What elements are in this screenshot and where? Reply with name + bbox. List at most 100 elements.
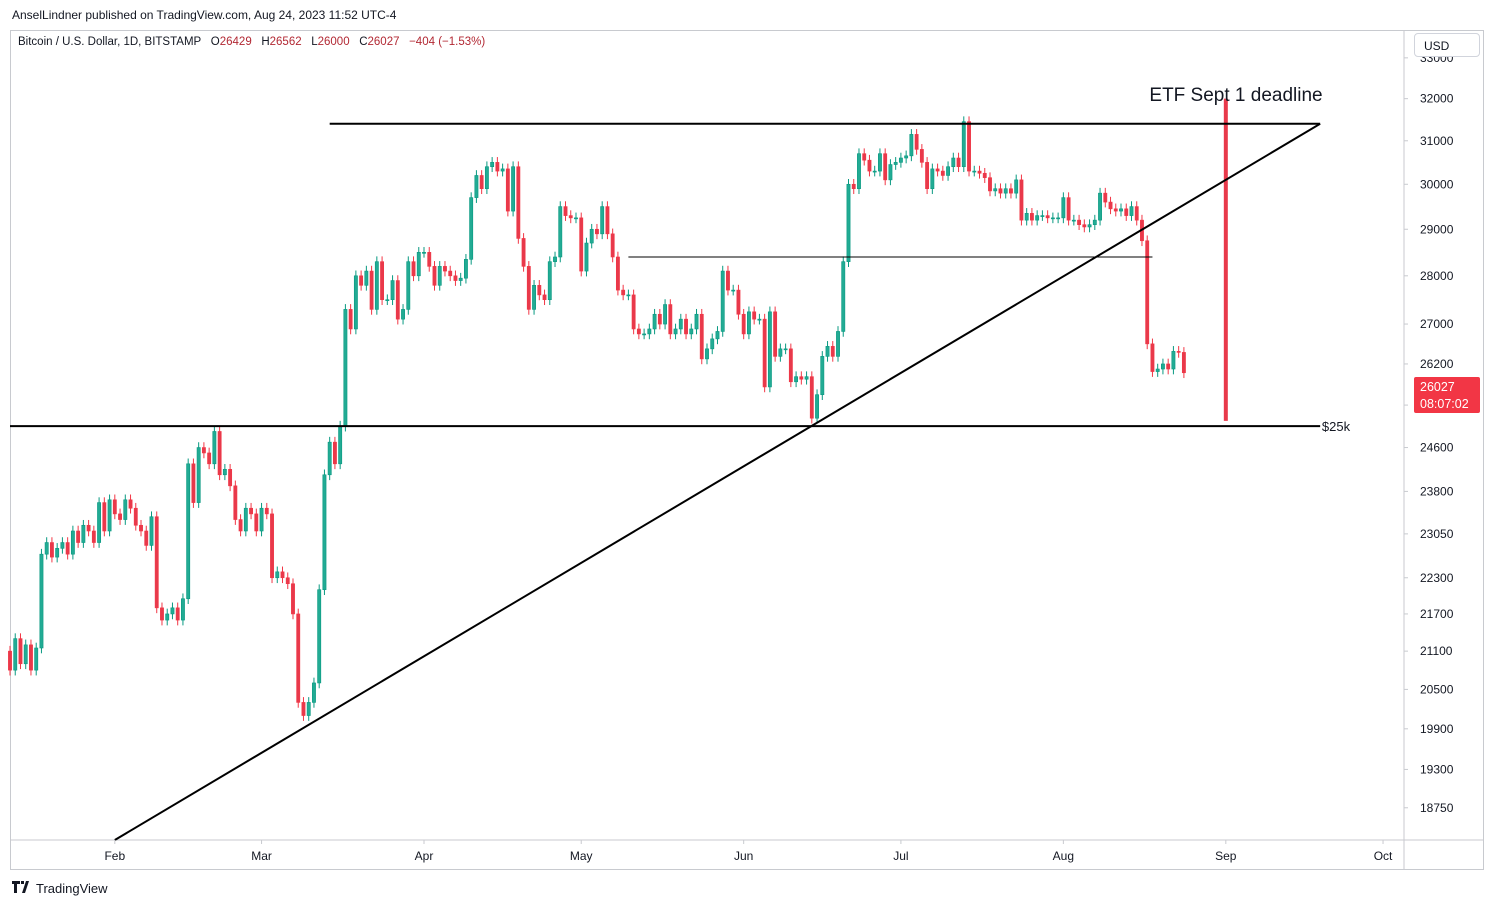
y-tick-label: 22300 bbox=[1420, 571, 1454, 585]
candle-down bbox=[102, 502, 107, 532]
candle-up bbox=[1024, 213, 1029, 221]
price-badge: 26027 08:07:02 bbox=[1414, 377, 1480, 413]
close-label: C bbox=[359, 36, 368, 48]
candle-up bbox=[416, 252, 421, 277]
candle-down bbox=[1077, 219, 1082, 225]
candle-up bbox=[909, 134, 914, 157]
candle-up bbox=[196, 447, 201, 503]
candle-up bbox=[600, 206, 605, 235]
candle-up bbox=[589, 228, 594, 244]
close-value: 26027 bbox=[367, 36, 400, 48]
candle-up bbox=[401, 309, 405, 320]
candle-down bbox=[579, 217, 584, 272]
candle-up bbox=[972, 170, 977, 173]
candle-up bbox=[532, 285, 536, 310]
y-tick-label: 30000 bbox=[1420, 177, 1454, 191]
candle-up bbox=[815, 394, 819, 419]
candle-up bbox=[469, 197, 474, 260]
candle-up bbox=[343, 309, 348, 427]
candle-up bbox=[647, 328, 652, 335]
candle-up bbox=[715, 331, 720, 340]
candle-down bbox=[369, 270, 374, 310]
candle-up bbox=[312, 682, 316, 703]
candle-up bbox=[804, 376, 809, 380]
candle-down bbox=[935, 168, 940, 172]
candle-down bbox=[1134, 206, 1139, 221]
candle-up bbox=[500, 168, 505, 172]
candle-up bbox=[170, 607, 175, 615]
footer-brand-text: TradingView bbox=[36, 881, 108, 896]
candle-up bbox=[946, 166, 950, 176]
candle-up bbox=[149, 516, 154, 546]
low-value: 26000 bbox=[317, 36, 350, 48]
y-tick-label: 21700 bbox=[1420, 607, 1454, 621]
candle-down bbox=[8, 650, 12, 671]
candle-down bbox=[788, 348, 793, 383]
candle-up bbox=[846, 183, 851, 262]
candle-up bbox=[212, 431, 217, 465]
candle-up bbox=[705, 348, 709, 360]
price-axis: 3300032000310003000029000280002700026200… bbox=[1404, 51, 1454, 815]
publisher-line: AnselLindner published on TradingView.co… bbox=[12, 8, 397, 22]
candle-down bbox=[1124, 208, 1129, 216]
x-tick-label: Jun bbox=[734, 849, 753, 863]
candle-down bbox=[1045, 215, 1050, 219]
candle-up bbox=[306, 702, 311, 716]
y-tick-label: 18750 bbox=[1420, 801, 1454, 815]
candle-up bbox=[757, 318, 762, 321]
footer-brand[interactable]: TradingView bbox=[12, 881, 108, 896]
candle-down bbox=[967, 121, 971, 172]
high-label: H bbox=[261, 36, 270, 48]
candle-up bbox=[1129, 206, 1134, 216]
high-value: 26562 bbox=[269, 36, 302, 48]
candle-down bbox=[657, 313, 662, 325]
x-tick-label: Mar bbox=[251, 849, 272, 863]
y-tick-label: 19900 bbox=[1420, 722, 1454, 736]
candle-up bbox=[993, 188, 998, 192]
candle-up bbox=[39, 553, 44, 649]
candle-up bbox=[710, 338, 715, 350]
candle-down bbox=[752, 311, 757, 320]
candle-down bbox=[1009, 188, 1013, 194]
open-value: 26429 bbox=[219, 36, 252, 48]
candle-down bbox=[50, 542, 54, 558]
candle-down bbox=[595, 228, 599, 235]
candle-down bbox=[762, 318, 767, 388]
candle-up bbox=[689, 328, 694, 335]
price-badge-countdown: 08:07:02 bbox=[1420, 397, 1469, 411]
candle-up bbox=[1061, 197, 1066, 219]
candle-down bbox=[1103, 192, 1108, 203]
candle-down bbox=[851, 183, 856, 190]
drawings-layer bbox=[10, 98, 1321, 841]
candle-up bbox=[322, 474, 327, 591]
candle-up bbox=[97, 502, 102, 543]
candle-up bbox=[820, 356, 825, 395]
x-tick-label: Jul bbox=[893, 849, 908, 863]
currency-button[interactable]: USD bbox=[1414, 33, 1480, 57]
low-label: L bbox=[311, 36, 318, 48]
candle-down bbox=[799, 376, 804, 380]
x-tick-label: Feb bbox=[104, 849, 125, 863]
candle-down bbox=[940, 170, 945, 176]
candle-up bbox=[1040, 215, 1045, 217]
candle-down bbox=[91, 530, 96, 543]
25k-annotation: $25k bbox=[1322, 419, 1351, 434]
candle-down bbox=[615, 256, 620, 291]
x-tick-label: Sep bbox=[1215, 849, 1237, 863]
candle-up bbox=[778, 348, 783, 357]
candle-down bbox=[699, 313, 704, 360]
candle-up bbox=[13, 638, 18, 671]
candle-down bbox=[1145, 240, 1150, 345]
candle-up bbox=[1003, 188, 1008, 194]
candle-down bbox=[291, 583, 295, 615]
candle-down bbox=[443, 266, 447, 272]
y-tick-label: 23050 bbox=[1420, 527, 1454, 541]
candle-up bbox=[904, 155, 909, 159]
y-tick-label: 21100 bbox=[1420, 644, 1453, 658]
candle-down bbox=[741, 313, 746, 335]
candle-up bbox=[825, 346, 830, 357]
candle-up bbox=[1050, 217, 1055, 220]
candle-down bbox=[118, 513, 122, 520]
candle-down bbox=[919, 149, 924, 163]
